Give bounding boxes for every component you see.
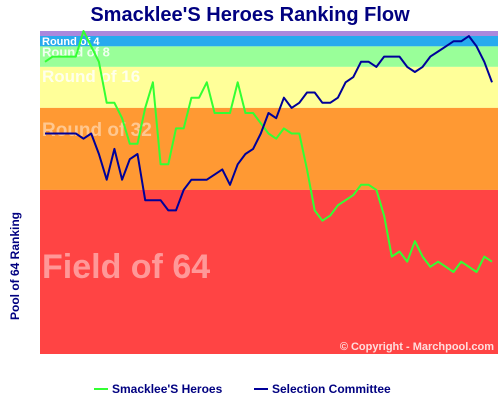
legend-label-smacklee: Smacklee'S Heroes [112,382,223,396]
band-label-round-of-32: Round of 32 [42,120,152,141]
band-top-strip [40,31,498,36]
legend-swatch-smacklee [94,387,108,390]
legend: Smacklee'S Heroes Selection Committee [0,382,500,398]
chart-title: Smacklee'S Heroes Ranking Flow [90,4,410,26]
band-round-of-32 [40,107,498,190]
band-label-field-of-64: Field of 64 [42,248,210,286]
series-line-smacklee [44,30,493,273]
band-round-of-8 [40,46,498,67]
y-axis-label: Pool of 64 Ranking [8,211,22,320]
legend-label-selection-committee: Selection Committee [272,382,391,396]
copyright-text: © Copyright - Marchpool.com [340,341,494,353]
band-label-round-of-16: Round of 16 [42,67,140,86]
legend-item-selection-committee: Selection Committee [254,382,391,396]
legend-swatch-selection-committee [254,387,268,390]
series-line-selection-committee [45,35,493,212]
band-field-of-64 [40,189,498,354]
band-round-of-16 [40,66,498,108]
series-lines [44,30,493,273]
band-label-round-of-4: Round of 4 [42,36,100,48]
band-round-of-4 [40,36,498,47]
legend-item-smacklee: Smacklee'S Heroes [94,382,222,396]
